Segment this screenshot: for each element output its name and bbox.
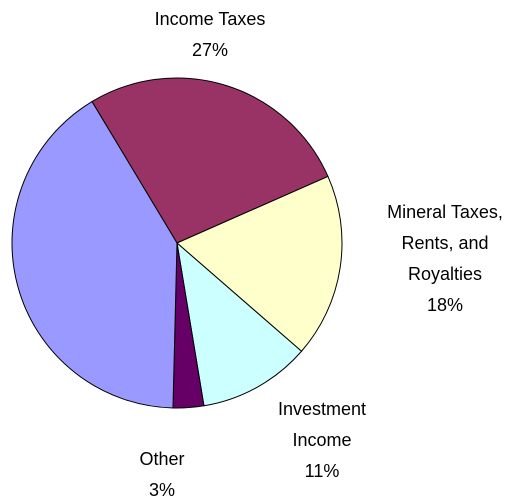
slice-label-line: Rents, and — [401, 233, 488, 253]
slice-label-line: Investment — [278, 399, 366, 419]
slice-label: Investment Income — [278, 399, 366, 450]
slice-label: Mineral Taxes, Rents, and Royalties — [387, 202, 503, 284]
pie-slice — [176, 241, 303, 407]
slice-label-line: Income Taxes — [155, 9, 266, 29]
slice-label: Other — [139, 449, 184, 469]
slice-label-line: Other — [139, 449, 184, 469]
pie-slice — [176, 175, 343, 352]
slice-label: Income Taxes — [155, 9, 266, 29]
slice-label-line: Royalties — [408, 264, 482, 284]
slice-value-label: 11% — [305, 461, 340, 481]
slice-label-line: Income — [292, 430, 351, 450]
pie-slice — [91, 77, 329, 244]
slice-value-label: 3% — [149, 480, 175, 500]
slice-value-label: 18% — [427, 295, 463, 315]
slice-label-line: Mineral Taxes, — [387, 202, 503, 222]
slice-value-label: 27% — [192, 40, 228, 60]
pie-slice — [11, 100, 178, 409]
